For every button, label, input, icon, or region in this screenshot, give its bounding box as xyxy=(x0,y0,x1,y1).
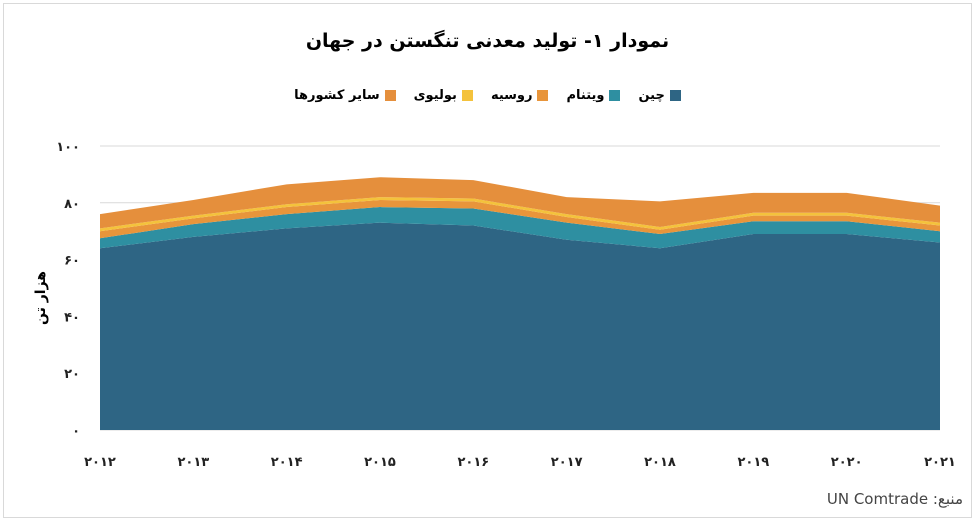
area-series-0 xyxy=(100,222,940,430)
legend-swatch xyxy=(609,90,621,101)
legend-label: بولیوی xyxy=(413,88,457,103)
x-tick-label: ۲۰۱۷ xyxy=(551,455,583,470)
chart-title: نمودار ۱- تولید معدنی تنگستن در جهان xyxy=(305,30,670,52)
x-tick-label: ۲۰۲۱ xyxy=(924,455,956,470)
y-tick-label: ۲۰ xyxy=(64,367,80,382)
y-tick-label: ۰ xyxy=(72,424,80,439)
y-tick-label: ۴۰ xyxy=(64,310,80,325)
legend-swatch xyxy=(461,90,473,101)
source-note: منبع: UN Comtrade xyxy=(826,490,963,508)
area-series-4 xyxy=(100,177,940,229)
x-tick-label: ۲۰۱۲ xyxy=(84,455,116,470)
y-tick-label: ۶۰ xyxy=(64,254,80,269)
area-series-2 xyxy=(100,199,940,239)
x-tick-label: ۲۰۱۳ xyxy=(177,455,209,470)
legend-item-2: روسیه xyxy=(491,88,549,103)
legend-item-4: سایر کشورها xyxy=(294,88,396,103)
x-tick-label: ۲۰۱۴ xyxy=(271,455,303,470)
y-tick-label: ۸۰ xyxy=(64,197,80,212)
x-tick-label: ۲۰۱۸ xyxy=(644,455,676,470)
legend-swatch xyxy=(537,90,549,101)
legend-item-3: بولیوی xyxy=(414,88,473,103)
legend-item-0: چین xyxy=(638,88,681,103)
x-tick-label: ۲۰۲۰ xyxy=(831,455,863,470)
x-tick-label: ۲۰۱۶ xyxy=(457,455,489,470)
x-tick-label: ۲۰۱۵ xyxy=(364,455,396,470)
legend-swatch xyxy=(669,90,681,101)
x-tick-label: ۲۰۱۹ xyxy=(737,455,769,470)
area-series-3 xyxy=(100,197,940,232)
y-tick-label: ۱۰۰ xyxy=(56,140,80,155)
legend: چین ویتنام روسیه بولیوی سایر کشورها xyxy=(0,88,975,103)
area-series-1 xyxy=(100,207,940,249)
legend-swatch xyxy=(384,90,396,101)
legend-label: سایر کشورها xyxy=(294,88,380,103)
legend-label: روسیه xyxy=(490,88,533,103)
legend-label: چین xyxy=(638,88,665,103)
legend-label: ویتنام xyxy=(566,88,605,103)
legend-item-1: ویتنام xyxy=(566,88,621,103)
